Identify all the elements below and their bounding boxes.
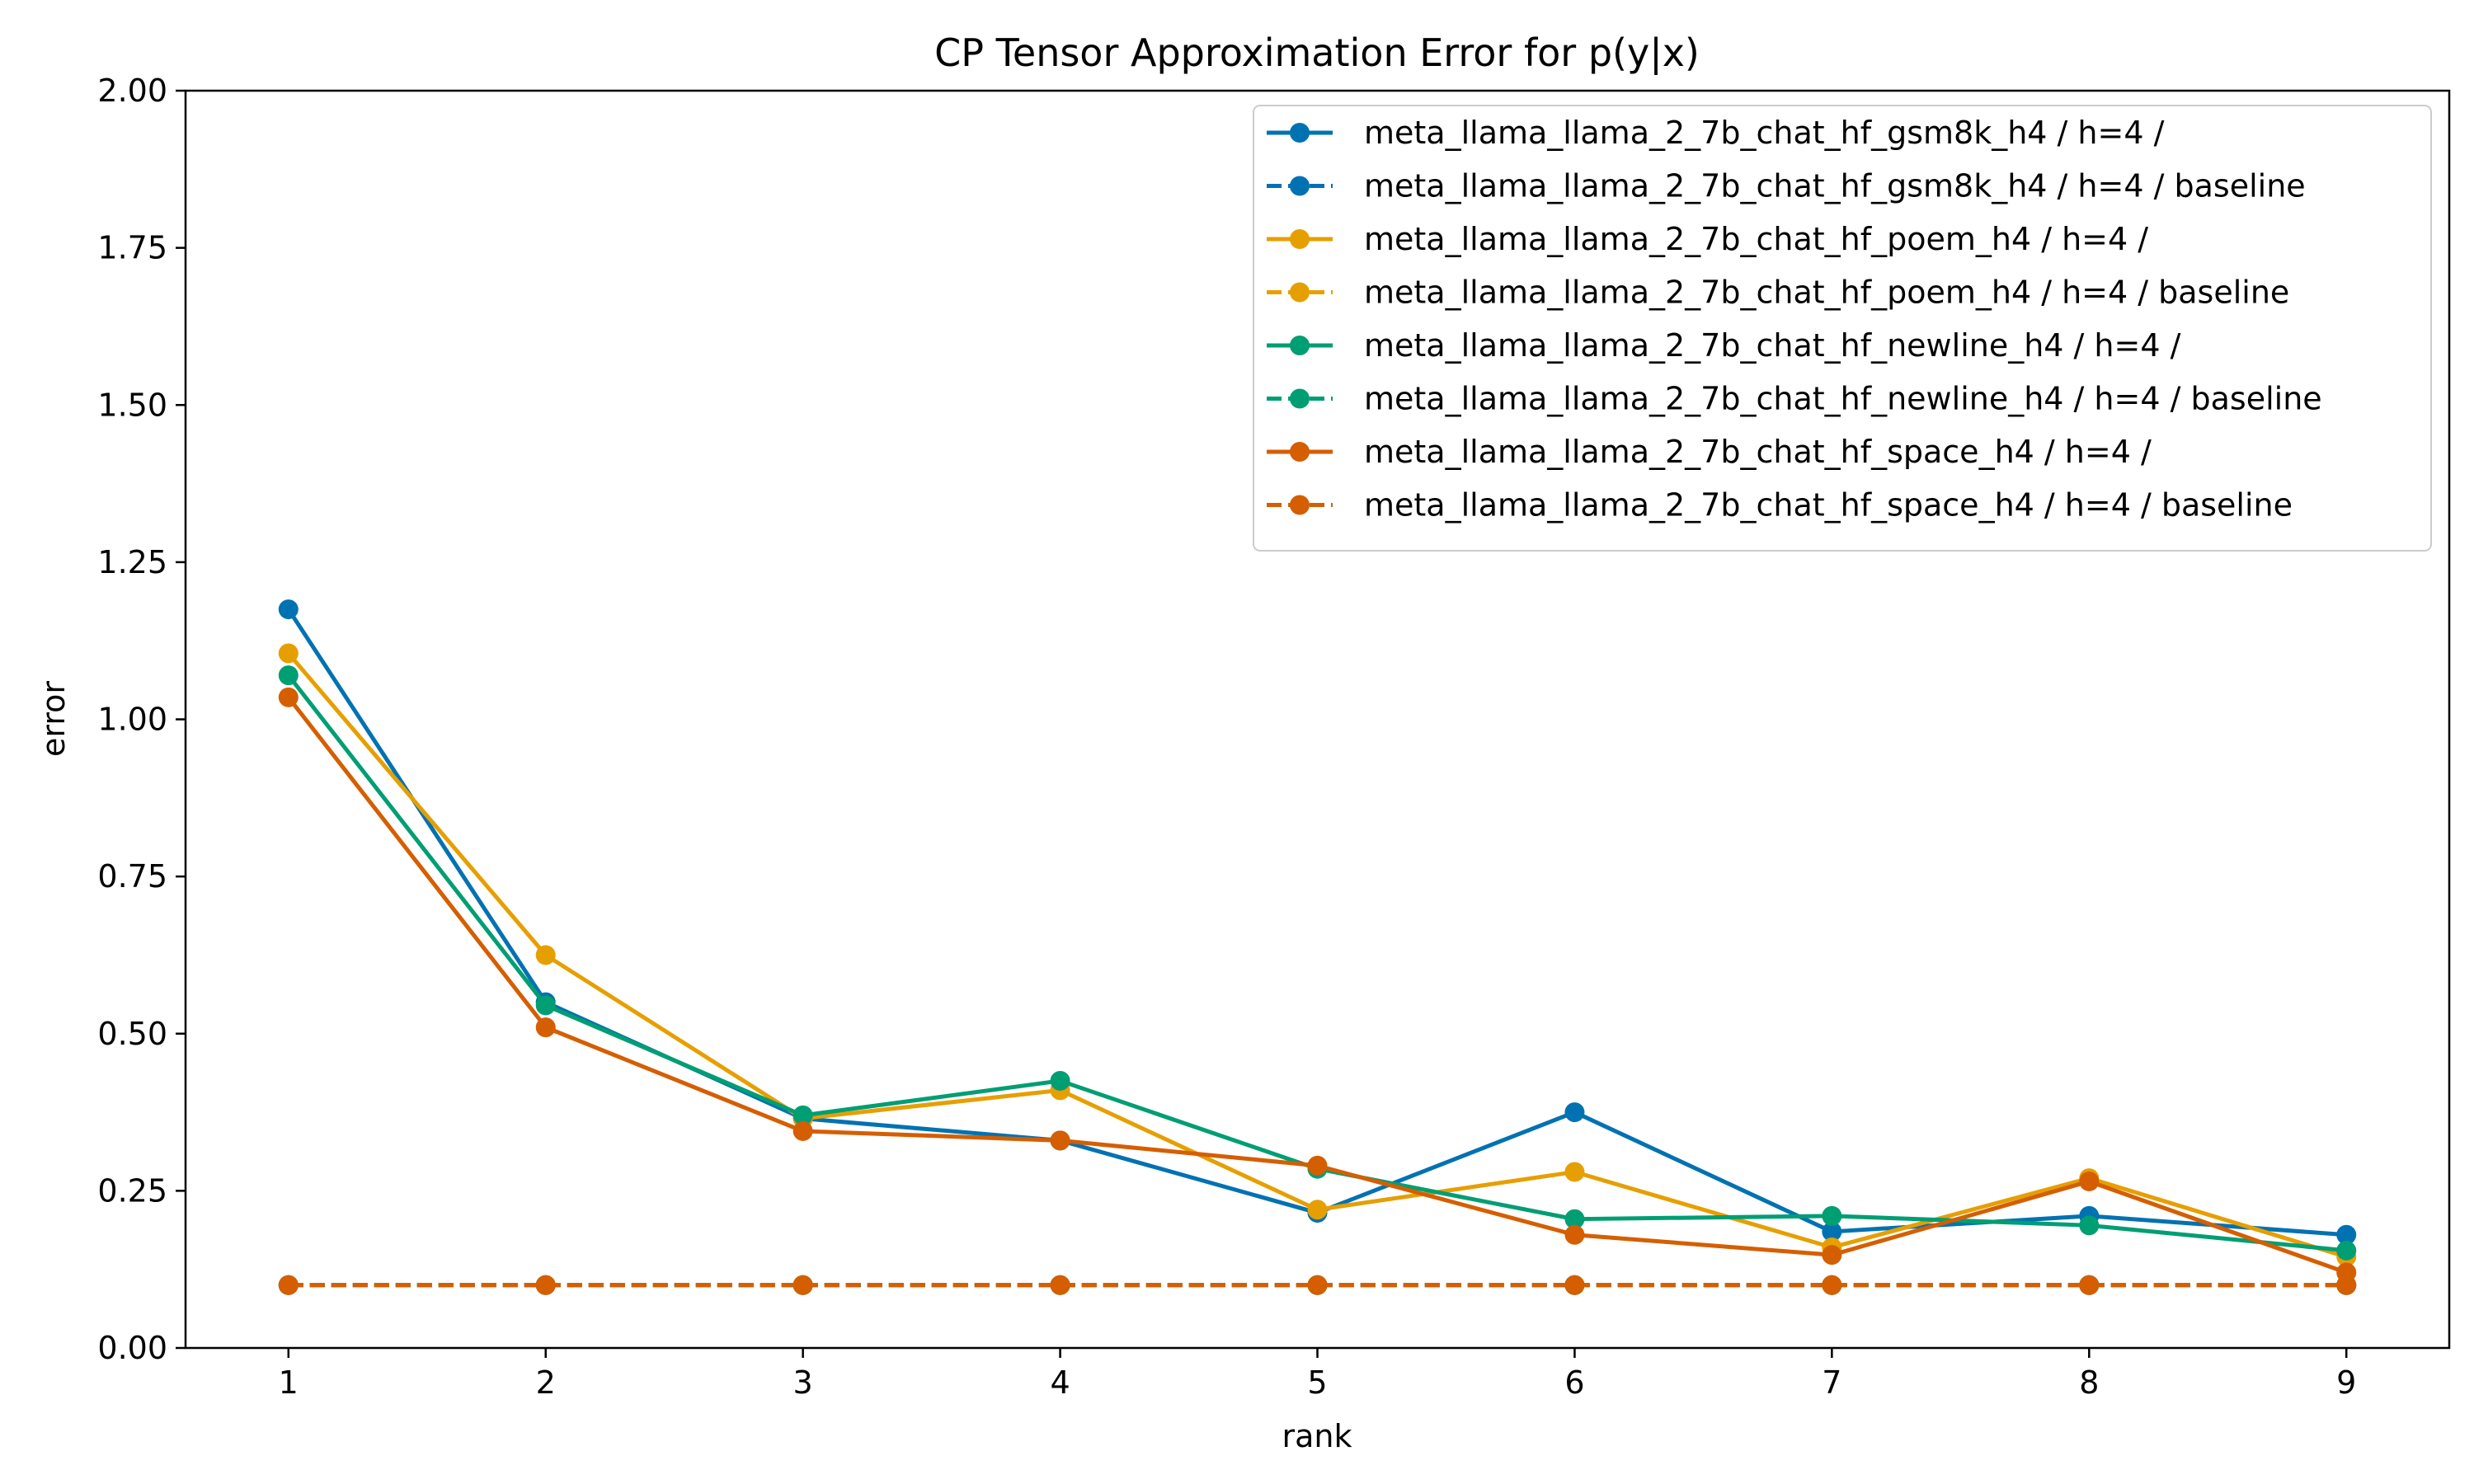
data-point [1564, 1224, 1585, 1245]
data-point [1564, 1209, 1585, 1229]
data-point [278, 599, 299, 620]
legend-entry: meta_llama_llama_2_7b_chat_hf_poem_h4 / … [1267, 221, 2148, 257]
legend: meta_llama_llama_2_7b_chat_hf_gsm8k_h4 /… [1253, 105, 2432, 552]
data-point [793, 1120, 813, 1141]
legend-entry: meta_llama_llama_2_7b_chat_hf_newline_h4… [1267, 381, 2322, 417]
y-tick-label: 1.25 [97, 544, 167, 580]
x-tick-label: 9 [2336, 1364, 2356, 1401]
data-point [1050, 1130, 1070, 1151]
data-point [2079, 1275, 2100, 1295]
data-point [1822, 1245, 1842, 1266]
legend-marker [1290, 442, 1310, 462]
data-point [2079, 1215, 2100, 1236]
legend-label: meta_llama_llama_2_7b_chat_hf_space_h4 /… [1364, 434, 2152, 470]
y-tick-label: 0.25 [97, 1172, 167, 1209]
legend-entry: meta_llama_llama_2_7b_chat_hf_gsm8k_h4 /… [1267, 115, 2165, 151]
x-axis: 1 2 3 4 5 6 7 8 9 [279, 1348, 2356, 1401]
data-point [1564, 1275, 1585, 1295]
data-point [1564, 1162, 1585, 1182]
legend-marker [1290, 495, 1310, 515]
series-7 [278, 687, 2357, 1283]
legend-marker [1290, 123, 1310, 143]
legend-marker [1290, 176, 1310, 196]
y-tick-label: 0.00 [97, 1330, 167, 1366]
legend-label: meta_llama_llama_2_7b_chat_hf_gsm8k_h4 /… [1364, 115, 2165, 151]
x-tick-label: 8 [2079, 1364, 2099, 1401]
data-point [535, 945, 556, 965]
x-tick-label: 1 [279, 1364, 299, 1401]
data-point [278, 643, 299, 664]
data-point [1307, 1155, 1328, 1176]
data-point [1822, 1205, 1842, 1226]
data-point [2336, 1240, 2357, 1261]
data-point [1822, 1275, 1842, 1295]
legend-label: meta_llama_llama_2_7b_chat_hf_space_h4 /… [1364, 487, 2293, 524]
series-8 [278, 1275, 2357, 1295]
y-tick-label: 1.75 [97, 230, 167, 266]
data-point [1564, 1102, 1585, 1123]
data-point [1822, 1221, 1842, 1242]
data-point [2336, 1275, 2357, 1295]
data-point [793, 1105, 813, 1125]
data-point [535, 995, 556, 1016]
legend-marker [1290, 388, 1310, 409]
x-tick-label: 7 [1822, 1364, 1841, 1401]
x-tick-label: 6 [1564, 1364, 1584, 1401]
y-tick-label: 2.00 [97, 73, 167, 109]
plot-area [278, 599, 2357, 1295]
y-axis-label: error [35, 681, 72, 757]
legend-label: meta_llama_llama_2_7b_chat_hf_poem_h4 / … [1364, 221, 2148, 257]
y-tick-label: 0.75 [97, 858, 167, 895]
x-tick-label: 5 [1307, 1364, 1327, 1401]
legend-label: meta_llama_llama_2_7b_chat_hf_gsm8k_h4 /… [1364, 168, 2306, 204]
data-point [535, 1275, 556, 1295]
legend-entry: meta_llama_llama_2_7b_chat_hf_gsm8k_h4 /… [1267, 168, 2306, 204]
legend-label: meta_llama_llama_2_7b_chat_hf_newline_h4… [1364, 381, 2322, 417]
x-tick-label: 4 [1050, 1364, 1070, 1401]
y-tick-label: 1.00 [97, 702, 167, 738]
data-point [1050, 1070, 1070, 1091]
y-tick-label: 1.50 [97, 387, 167, 423]
y-tick-label: 0.50 [97, 1016, 167, 1052]
data-point [793, 1275, 813, 1295]
legend-box [1253, 105, 2432, 552]
x-axis-label: rank [1282, 1418, 1352, 1454]
data-point [1307, 1200, 1328, 1220]
data-point [2079, 1171, 2100, 1191]
legend-label: meta_llama_llama_2_7b_chat_hf_newline_h4… [1364, 327, 2181, 364]
data-point [1307, 1275, 1328, 1295]
y-axis: 0.00 0.25 0.50 0.75 1.00 1.25 1.50 1.75 2.00 [97, 73, 186, 1366]
legend-marker [1290, 282, 1310, 303]
legend-marker [1290, 229, 1310, 249]
legend-entry: meta_llama_llama_2_7b_chat_hf_space_h4 /… [1267, 434, 2152, 470]
legend-entry: meta_llama_llama_2_7b_chat_hf_space_h4 /… [1267, 487, 2293, 524]
data-point [278, 687, 299, 707]
chart-title: CP Tensor Approximation Error for p(y|x) [934, 31, 1700, 76]
data-point [2336, 1224, 2357, 1245]
data-point [278, 1275, 299, 1295]
data-point [278, 665, 299, 686]
legend-marker [1290, 336, 1310, 355]
x-tick-label: 2 [536, 1364, 556, 1401]
x-tick-label: 3 [793, 1364, 813, 1401]
data-point [535, 1017, 556, 1038]
legend-entry: meta_llama_llama_2_7b_chat_hf_newline_h4… [1267, 327, 2181, 364]
legend-label: meta_llama_llama_2_7b_chat_hf_poem_h4 / … [1364, 275, 2289, 311]
legend-entry: meta_llama_llama_2_7b_chat_hf_poem_h4 / … [1267, 275, 2289, 311]
data-point [1050, 1275, 1070, 1295]
